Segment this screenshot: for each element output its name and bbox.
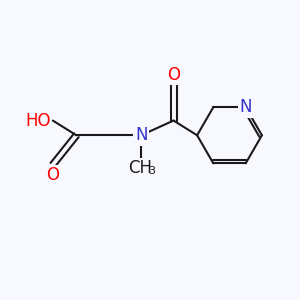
Text: N: N <box>135 126 147 144</box>
Text: CH: CH <box>128 159 152 177</box>
Text: N: N <box>239 98 252 116</box>
Text: O: O <box>167 66 180 84</box>
Text: 3: 3 <box>148 166 155 176</box>
Text: HO: HO <box>26 112 51 130</box>
Text: O: O <box>46 166 59 184</box>
